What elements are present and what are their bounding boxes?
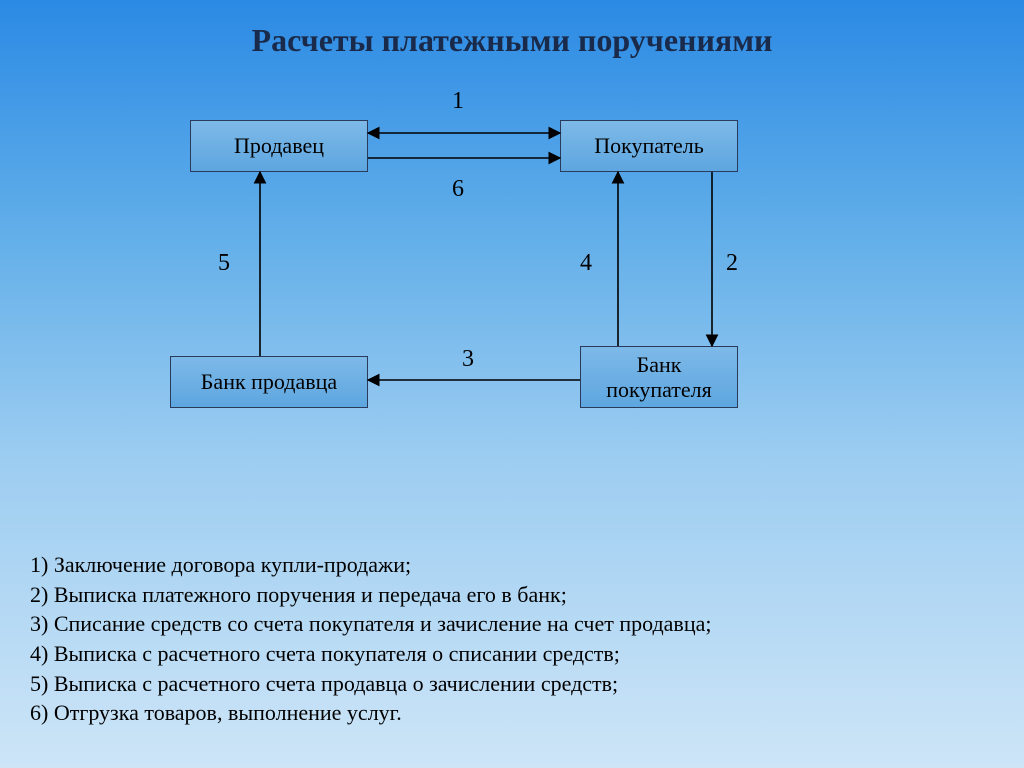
node-buyer-label: Покупатель — [594, 133, 704, 158]
edge-label-4: 4 — [580, 250, 592, 277]
edge-label-5: 5 — [218, 250, 230, 277]
node-seller-bank: Банк продавца — [170, 356, 368, 408]
edge-label-6: 6 — [452, 176, 464, 203]
node-buyer-bank: Банкпокупателя — [580, 346, 738, 408]
legend-item-6: 6) Отгрузка товаров, выполнение услуг. — [30, 698, 990, 728]
node-seller-bank-label: Банк продавца — [201, 369, 337, 394]
node-buyer: Покупатель — [560, 120, 738, 172]
legend-item-4: 4) Выписка с расчетного счета покупателя… — [30, 639, 990, 669]
legend-item-3: 3) Списание средств со счета покупателя … — [30, 609, 990, 639]
edge-label-1: 1 — [452, 88, 464, 115]
node-seller: Продавец — [190, 120, 368, 172]
edge-label-2: 2 — [726, 250, 738, 277]
node-buyer-bank-label: Банкпокупателя — [606, 352, 712, 403]
node-seller-label: Продавец — [234, 133, 324, 158]
legend: 1) Заключение договора купли-продажи;2) … — [30, 550, 990, 728]
edge-label-3: 3 — [462, 346, 474, 373]
slide: Расчеты платежными поручениями Продавец … — [0, 0, 1024, 768]
slide-title: Расчеты платежными поручениями — [0, 22, 1024, 59]
legend-item-2: 2) Выписка платежного поручения и переда… — [30, 580, 990, 610]
legend-item-5: 5) Выписка с расчетного счета продавца о… — [30, 669, 990, 699]
legend-item-1: 1) Заключение договора купли-продажи; — [30, 550, 990, 580]
